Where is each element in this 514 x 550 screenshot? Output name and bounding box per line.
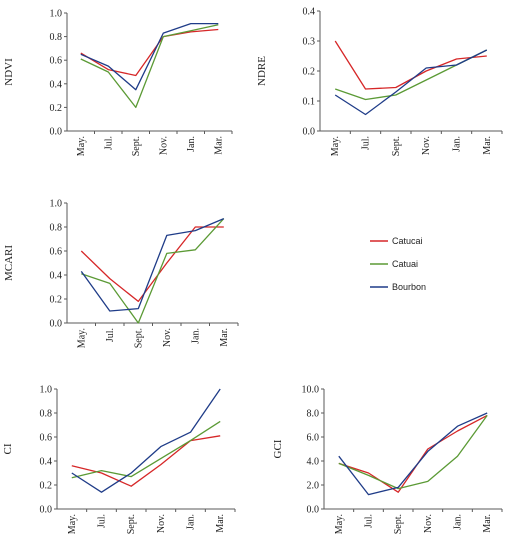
ndre-y-tick-label: 0.1 [303, 97, 316, 108]
ndre-series-bourbon [334, 49, 488, 116]
mcari-y-tick-label: 1.0 [50, 199, 63, 210]
ndre-x-tick-label: Jan. [452, 136, 463, 152]
ndre-series-catucai [334, 40, 487, 90]
gci-y-tick-label: 8.0 [307, 409, 320, 420]
ndvi-y-tick-label: 1.0 [50, 9, 63, 20]
gci-series-bourbon [338, 412, 488, 496]
mcari-x-tick-label: Mar. [219, 328, 230, 347]
mcari-x-tick-label: Nov. [162, 328, 173, 347]
ci-y-tick-label: 0.4 [40, 457, 53, 468]
ci-y-tick-label: 1.0 [40, 385, 53, 396]
ci-x-tick-label: Nov. [156, 514, 167, 533]
gci-x-tick-label: Jan. [453, 514, 464, 530]
ndvi-x-tick-label: Nov. [158, 136, 169, 155]
ci-series-catuai [71, 420, 221, 479]
mcari-series-bourbon [80, 218, 225, 312]
ci-series-bourbon [71, 388, 221, 493]
ndre-x-tick-label: Jul. [361, 136, 372, 150]
ci-panel: 0.0 0.2 0.4 0.6 0.8 1.0 May. Jul. Sept. Nov. Jan. M… [2, 385, 236, 534]
mcari-y-tick-label: 0.2 [50, 295, 63, 306]
ci-x-tick-label: Mar. [215, 514, 226, 533]
ndre-y-axis-label: NDRE [256, 56, 268, 86]
ndvi-series-catucai [80, 28, 219, 77]
mcari-panel: 0.0 0.2 0.4 0.6 0.8 1.0 May. Jul. Sept. Nov. Jan. M… [3, 199, 239, 348]
ci-y-tick-label: 0.8 [40, 409, 53, 420]
gci-y-tick-label: 4.0 [307, 457, 320, 468]
gci-panel: 0.0 2.0 4.0 6.0 8.0 10.0 May. Jul. Sept. Nov. Jan.… [272, 385, 503, 534]
ci-x-tick-label: Jul. [97, 514, 108, 528]
gci-x-tick-label: Jul. [364, 514, 375, 528]
mcari-x-tick-label: May. [76, 328, 87, 348]
ndre-series-catuai [334, 49, 488, 101]
mcari-y-tick-label: 0.4 [50, 271, 63, 282]
ci-x-tick-label: May. [67, 514, 78, 534]
ndvi-y-tick-label: 0.4 [50, 79, 63, 90]
ci-y-tick-label: 0.0 [40, 505, 53, 516]
ndvi-x-tick-label: May. [76, 136, 87, 156]
ndre-x-tick-label: May. [330, 136, 341, 156]
ci-x-tick-label: Sept. [126, 514, 137, 534]
ci-x-tick-label: Jan. [186, 514, 197, 530]
ndvi-x-tick-label: Sept. [131, 136, 142, 156]
mcari-y-tick-label: 0.8 [50, 223, 63, 234]
mcari-series-catuai [81, 218, 225, 324]
gci-series-catucai [338, 414, 488, 493]
mcari-x-tick-label: Sept. [133, 328, 144, 348]
mcari-x-tick-label: Jul. [105, 328, 116, 342]
mcari-series-catucai [80, 226, 224, 303]
ndre-panel: 0.0 0.1 0.2 0.3 0.4 May. Jul. Sept. Nov. Jan. Mar.… [256, 7, 503, 156]
ndvi-y-tick-label: 0.6 [50, 56, 63, 67]
ndre-y-tick-label: 0.3 [303, 37, 316, 48]
mcari-x-tick-label: Jan. [190, 328, 201, 344]
ndvi-series-bourbon [80, 22, 219, 91]
legend: Catucai Catuai Bourbon [370, 236, 426, 292]
ndre-y-tick-label: 0.4 [303, 7, 316, 18]
ndvi-x-tick-label: Jan. [186, 136, 197, 152]
ci-y-axis-label: CI [2, 443, 14, 454]
ndvi-x-tick-label: Jul. [103, 136, 114, 150]
ci-y-tick-label: 0.6 [40, 433, 53, 444]
gci-x-tick-label: Mar. [482, 514, 493, 533]
ndre-x-tick-label: Nov. [421, 136, 432, 155]
ndre-x-tick-label: Mar. [482, 136, 493, 155]
mcari-y-axis-label: MCARI [3, 245, 15, 281]
gci-y-axis-label: GCI [272, 439, 284, 458]
legend-label-catucai: Catucai [392, 236, 423, 246]
ndvi-panel: 0.0 0.2 0.4 0.6 0.8 1.0 May. Jul. Sept. Nov. Jan. M… [3, 9, 233, 156]
ci-series-catucai [71, 435, 221, 487]
gci-y-tick-label: 2.0 [307, 481, 320, 492]
ndvi-y-tick-label: 0.2 [50, 103, 63, 114]
legend-label-bourbon: Bourbon [392, 282, 426, 292]
gci-x-tick-label: May. [334, 514, 345, 534]
gci-y-tick-label: 0.0 [307, 505, 320, 516]
ndre-y-tick-label: 0.0 [303, 127, 316, 138]
ndre-y-tick-label: 0.2 [303, 67, 316, 78]
ndvi-x-tick-label: Mar. [213, 136, 224, 155]
legend-label-catuai: Catuai [392, 259, 418, 269]
gci-series-catuai [338, 415, 488, 490]
gci-x-tick-label: Sept. [393, 514, 404, 534]
mcari-y-tick-label: 0.6 [50, 247, 63, 258]
gci-y-tick-label: 6.0 [307, 433, 320, 444]
mcari-y-tick-label: 0.0 [50, 319, 63, 330]
ndvi-y-tick-label: 0.8 [50, 32, 63, 43]
gci-x-tick-label: Nov. [423, 514, 434, 533]
ci-y-tick-label: 0.2 [40, 481, 53, 492]
ndvi-series-catuai [80, 24, 219, 109]
ndre-x-tick-label: Sept. [391, 136, 402, 156]
ndvi-y-axis-label: NDVI [3, 58, 15, 86]
ndvi-y-tick-label: 0.0 [50, 127, 63, 138]
gci-y-tick-label: 10.0 [302, 385, 320, 396]
